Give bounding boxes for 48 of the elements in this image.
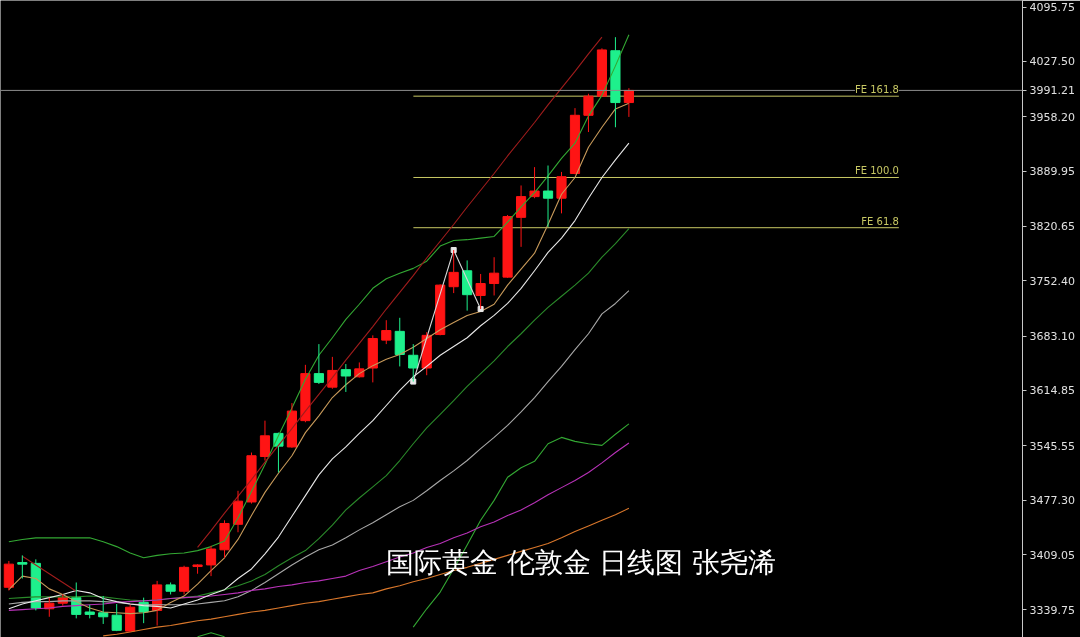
candlestick [205,545,217,577]
candlestick [111,603,122,631]
candlestick [3,560,14,591]
ref-line-label: FE 161.8 [854,84,899,96]
candlestick [179,565,190,595]
candlestick [165,581,176,595]
candlestick [381,319,392,345]
y-tick-label: 4027.50 [1029,55,1075,69]
candlestick [448,249,459,294]
candlestick [583,93,594,133]
candlestick [98,595,109,625]
y-tick-label: 3752.40 [1029,274,1075,288]
candlestick [367,334,378,383]
candlestick [489,256,500,296]
candlestick [475,273,486,310]
candlestick [556,171,567,214]
y-tick-label: 3820.65 [1029,220,1075,234]
y-tick-label: 3889.95 [1029,165,1075,179]
ref-line-label: FE 100.0 [854,165,899,177]
point [477,306,484,313]
y-tick-label: 4095.75 [1029,1,1075,15]
candlestick [623,87,634,118]
candlestick [515,184,527,248]
candlestick [259,420,271,462]
y-tick-label: 3991.21 [1029,84,1075,98]
y-tick-label: 3683.10 [1029,330,1075,344]
candlestick [286,402,298,448]
candlestick [502,214,513,278]
candlestick [219,519,230,559]
candlestick [610,36,621,128]
y-tick-label: 3614.85 [1029,384,1075,398]
candlestick [394,317,405,367]
y-tick-label: 3958.20 [1029,110,1075,124]
y-tick-label: 3545.55 [1029,439,1075,453]
candlestick [17,554,28,579]
y-tick-label: 3409.05 [1029,548,1075,562]
candlestick [84,604,95,619]
candlestick [542,165,554,228]
candlestick [192,564,203,575]
y-tick-label: 3477.30 [1029,494,1075,508]
line-series [21,555,77,592]
candlestick [340,363,351,393]
candlestick [125,604,136,632]
y-tick-label: 3339.75 [1029,603,1075,617]
candlestick [408,343,419,383]
candlestick [313,343,324,385]
line-series [197,36,603,548]
ref-line-label: FE 61.8 [861,215,899,227]
